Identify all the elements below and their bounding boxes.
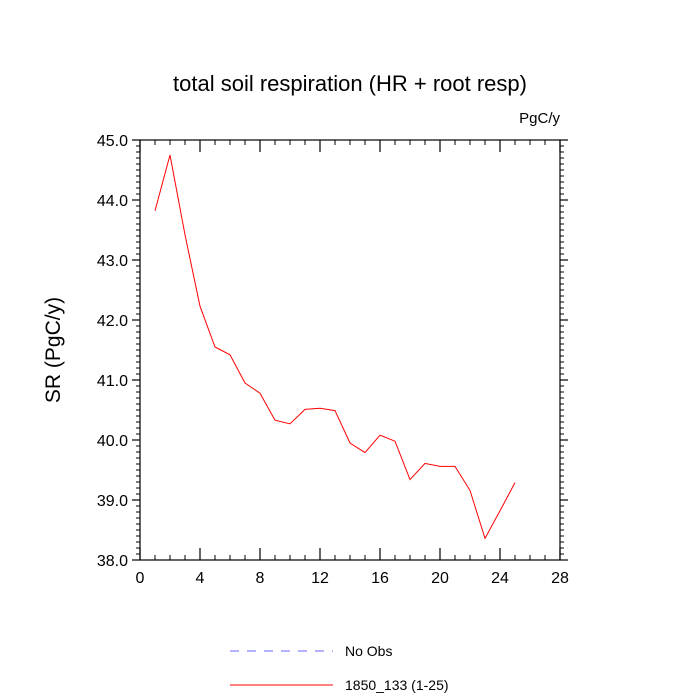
x-tick-label: 28: [551, 570, 569, 587]
x-tick-label: 12: [311, 570, 329, 587]
x-tick-label: 24: [491, 570, 509, 587]
x-tick-label: 20: [431, 570, 449, 587]
axis-ticks: [132, 139, 568, 561]
legend-label: 1850_133 (1-25): [345, 677, 449, 693]
x-tick-label: 16: [371, 570, 389, 587]
y-tick-label: 40.0: [97, 433, 128, 450]
chart-title: total soil respiration (HR + root resp): [173, 71, 527, 96]
axis-tick-labels: 0 4 8 12 16 20 24 28 38.0 39.0 40.0 41.0 42.0 43.0 44.…: [97, 133, 569, 587]
y-tick-label: 43.0: [97, 253, 128, 270]
y-tick-label: 39.0: [97, 493, 128, 510]
x-tick-label: 4: [196, 570, 205, 587]
y-tick-label: 45.0: [97, 133, 128, 150]
plot-frame: [139, 139, 561, 561]
x-tick-label: 8: [256, 570, 265, 587]
legend-label: No Obs: [345, 643, 392, 659]
y-tick-label: 38.0: [97, 553, 128, 570]
y-tick-label: 41.0: [97, 373, 128, 390]
units-label: PgC/y: [519, 110, 560, 127]
y-tick-label: 42.0: [97, 313, 128, 330]
legend: No Obs 1850_133 (1-25): [230, 643, 449, 693]
y-tick-label: 44.0: [97, 193, 128, 210]
series-layer: [154, 154, 516, 540]
y-axis-label: SR (PgC/y): [42, 297, 65, 403]
x-tick-label: 0: [136, 570, 145, 587]
series-line: [154, 154, 516, 540]
